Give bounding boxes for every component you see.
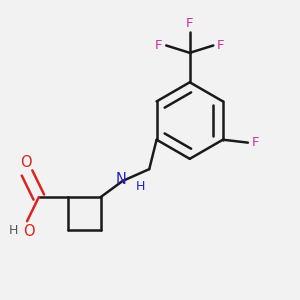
Text: H: H [136,180,146,193]
Text: N: N [116,172,127,187]
Text: H: H [9,224,19,237]
Text: O: O [20,155,32,170]
Text: F: F [251,136,259,149]
Text: F: F [217,39,224,52]
Text: F: F [155,39,163,52]
Text: O: O [23,224,34,239]
Text: F: F [186,17,194,30]
